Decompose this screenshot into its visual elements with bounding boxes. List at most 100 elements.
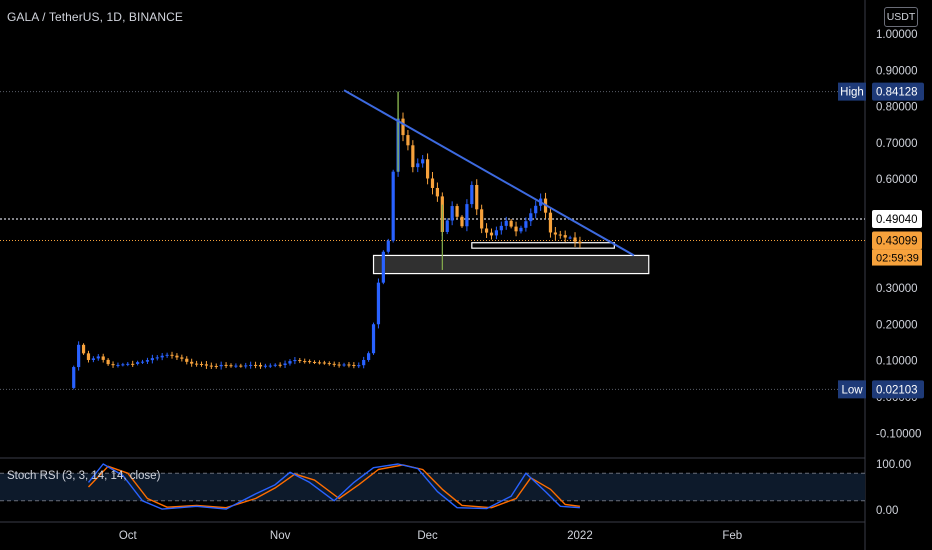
candle-body [425,159,430,179]
current-price-badge-value-bg [872,231,922,250]
candle-body [96,356,100,359]
candle-body [332,363,336,365]
candle-body [475,184,479,210]
candle-body [150,358,154,361]
candle-body [165,354,169,356]
candle-body [519,227,523,232]
low-badge: Low 0.02103 [838,380,924,399]
stoch-rsi-k-line [87,463,580,510]
candle-body [190,361,194,364]
price-tick-label: 0.60000 [876,174,918,186]
candle-body [106,359,110,365]
candle-body [509,220,513,227]
price-tick-label: 0.10000 [876,356,918,368]
candle-body [175,355,179,358]
candle-body [273,364,277,366]
low-badge-value: 0.02103 [876,384,918,396]
stoch-rsi-band [0,473,865,501]
candle-body [194,363,199,365]
time-tick-label: Dec [417,530,438,542]
countdown-bg [872,249,922,266]
candle-body [470,184,474,205]
currency-button[interactable]: USDT [884,7,918,27]
candle-body [445,220,449,232]
low-badge-label: Low [841,384,863,396]
candle-body [229,365,233,367]
candle-body [499,225,503,231]
candle-body [288,361,292,364]
candle-body [101,356,105,360]
price-tick-label: 0.80000 [876,102,918,114]
candle-body [136,362,140,364]
candle-body [489,232,494,236]
last-close-badge: 0.49040 [872,209,922,228]
candle-body [180,357,184,359]
price-tick-label: 0.70000 [876,138,918,150]
candle-body [224,364,228,366]
candle-body [455,206,459,217]
candle-body [529,213,533,222]
candle-body [421,159,425,164]
candle-body [234,365,238,367]
price-tick-label: 0.90000 [876,65,918,77]
candle-body [534,205,538,214]
candle-body [131,363,135,365]
candle-body [268,365,272,367]
price-tick-label: 0.20000 [876,319,918,331]
candle-body [258,365,263,367]
candle-body [553,232,557,235]
price-tick-label: -0.10000 [876,428,921,440]
price-tick-label: 0.30000 [876,283,918,295]
candle-body [367,353,371,360]
candle-body [278,364,282,366]
candle-body [337,364,341,366]
candle-body [126,363,130,365]
last-close-badge-value-bg [872,209,922,228]
candle-body [140,361,145,363]
candle-body [160,355,164,358]
candle-body [263,365,267,367]
low-badge-value-bg [872,380,924,399]
candle-body [219,364,223,367]
candle-body [406,135,410,146]
candle-body [362,359,366,366]
candle-body [484,228,489,233]
candle-body [214,365,218,367]
candle-body [298,360,302,362]
time-tick-label: Oct [119,530,138,542]
candle-body [548,212,553,233]
candle-body [573,237,577,242]
candle-body [86,353,91,360]
candle-body [371,324,376,354]
candle-body [322,362,326,364]
candle-body [244,365,248,367]
time-tick-label: Feb [722,530,742,542]
candle-body [253,364,258,366]
chart-title: GALA / TetherUS, 1D, BINANCE [7,10,183,24]
candle-body [450,206,454,221]
time-tick-label: 2022 [567,530,593,542]
consolidation-range [471,242,615,249]
candle-body [430,178,435,188]
candle-body [357,365,361,367]
candle-body [116,364,120,366]
candle-body [411,145,415,168]
candle-body [386,240,390,252]
candle-body [401,118,405,136]
candle-body [77,344,81,368]
candle-body [317,362,322,364]
high-badge-label-bg [838,82,866,101]
candle-body [381,251,385,283]
candle-body [293,360,297,362]
candle-body [352,364,356,366]
candle-body [199,363,204,365]
rsi-tick-label: 100.00 [876,459,911,471]
candle-body [342,364,346,366]
high-badge: High 0.84128 [838,82,924,101]
candle-body [494,230,498,236]
countdown-value: 02:59:39 [876,253,919,265]
candle-body [312,361,317,363]
last-close-badge-value: 0.49040 [876,214,918,226]
candle-body [185,358,189,362]
